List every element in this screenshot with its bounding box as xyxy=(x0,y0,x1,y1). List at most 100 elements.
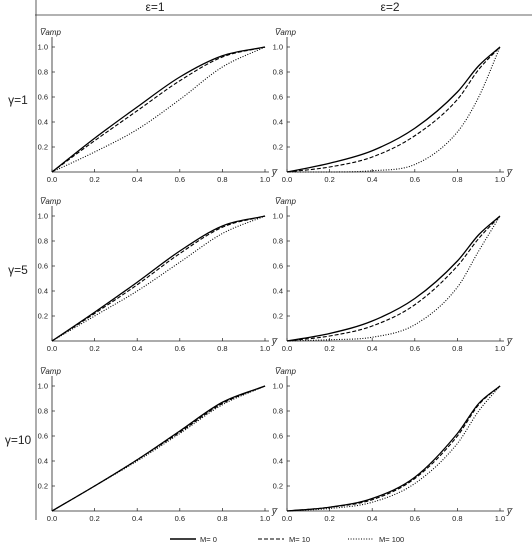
x-tick-label: 0.0 xyxy=(47,175,57,184)
row-header-gamma5: γ=5 xyxy=(8,263,28,277)
x-tick-label: 1.0 xyxy=(260,344,270,353)
x-tick-label: 0.4 xyxy=(132,344,142,353)
panel-0: 0.2 0.4 0.6 0.8 1.0 0.0 0.2 0.4 0.6 0.8 1.0 V̅amp y̅ xyxy=(38,28,278,184)
x-tick-label: 0.8 xyxy=(217,175,227,184)
x-tick-label: 0.6 xyxy=(410,344,420,353)
y-tick-label: 0.6 xyxy=(273,93,283,102)
series-line-m0 xyxy=(51,215,266,342)
y-axis-label: V̅amp xyxy=(275,197,296,206)
x-tick-label: 0.4 xyxy=(132,514,142,523)
x-tick-label: 1.0 xyxy=(495,344,505,353)
y-tick-label: 0.2 xyxy=(273,312,283,321)
series-line-m100 xyxy=(286,46,501,173)
x-axis-label: y̅ xyxy=(271,167,278,177)
legend-label-m100: M= 100 xyxy=(379,535,404,544)
panel-5: 0.2 0.4 0.6 0.8 1.0 0.0 0.2 0.4 0.6 0.8 1.0 V̅amp y̅ xyxy=(273,367,513,523)
row-header-gamma10: γ=10 xyxy=(5,433,32,447)
y-tick-label: 0.8 xyxy=(273,237,283,246)
series-line-m10 xyxy=(51,46,266,173)
x-tick-label: 0.6 xyxy=(410,514,420,523)
x-tick-label: 0.0 xyxy=(47,514,57,523)
x-tick-label: 0.8 xyxy=(452,344,462,353)
y-tick-label: 1.0 xyxy=(38,382,48,391)
x-axis-label: y̅ xyxy=(506,167,513,177)
y-tick-label: 0.4 xyxy=(273,287,283,296)
legend-label-m0: M= 0 xyxy=(200,535,217,544)
y-tick-label: 0.6 xyxy=(273,432,283,441)
y-tick-label: 0.4 xyxy=(38,457,48,466)
x-tick-label: 0.2 xyxy=(89,175,99,184)
series-line-m0 xyxy=(286,215,501,342)
col-header-eps2: ε=2 xyxy=(380,0,399,14)
x-tick-label: 0.2 xyxy=(89,514,99,523)
y-axis-label: V̅amp xyxy=(40,197,61,206)
series-line-m0 xyxy=(286,46,501,173)
y-tick-label: 0.6 xyxy=(38,262,48,271)
x-tick-label: 1.0 xyxy=(495,175,505,184)
y-tick-label: 0.6 xyxy=(38,93,48,102)
y-tick-label: 0.2 xyxy=(273,143,283,152)
y-tick-label: 0.2 xyxy=(38,482,48,491)
y-tick-label: 0.4 xyxy=(273,118,283,127)
series-line-m100 xyxy=(51,385,266,512)
y-axis-label: V̅amp xyxy=(40,367,61,376)
x-axis-label: y̅ xyxy=(271,336,278,346)
x-tick-label: 0.6 xyxy=(175,175,185,184)
x-tick-label: 0.6 xyxy=(175,514,185,523)
col-header-eps1: ε=1 xyxy=(145,0,164,14)
y-tick-label: 1.0 xyxy=(273,43,283,52)
series-line-m100 xyxy=(286,385,501,512)
x-tick-label: 1.0 xyxy=(495,514,505,523)
y-tick-label: 0.4 xyxy=(38,118,48,127)
y-tick-label: 0.8 xyxy=(38,237,48,246)
x-tick-label: 0.2 xyxy=(89,344,99,353)
x-axis-label: y̅ xyxy=(506,336,513,346)
y-axis-label: V̅amp xyxy=(275,28,296,37)
x-tick-label: 0.8 xyxy=(452,514,462,523)
y-tick-label: 1.0 xyxy=(38,43,48,52)
x-tick-label: 1.0 xyxy=(260,175,270,184)
y-tick-label: 0.8 xyxy=(38,407,48,416)
y-tick-label: 1.0 xyxy=(273,382,283,391)
x-tick-label: 0.4 xyxy=(367,344,377,353)
series-line-m100 xyxy=(51,215,266,342)
y-tick-label: 0.2 xyxy=(38,143,48,152)
x-tick-label: 0.4 xyxy=(367,514,377,523)
y-tick-label: 0.6 xyxy=(38,432,48,441)
x-tick-label: 0.6 xyxy=(410,175,420,184)
x-tick-label: 0.2 xyxy=(324,175,334,184)
series-line-m10 xyxy=(51,215,266,342)
series-line-m10 xyxy=(51,385,266,512)
x-tick-label: 0.4 xyxy=(367,175,377,184)
x-tick-label: 0.8 xyxy=(452,175,462,184)
series-line-m10 xyxy=(286,385,501,512)
x-tick-label: 0.8 xyxy=(217,344,227,353)
x-tick-label: 0.4 xyxy=(132,175,142,184)
x-tick-label: 0.6 xyxy=(175,344,185,353)
series-line-m100 xyxy=(51,46,266,173)
panel-3: 0.2 0.4 0.6 0.8 1.0 0.0 0.2 0.4 0.6 0.8 1.0 V̅amp y̅ xyxy=(273,197,513,353)
series-line-m100 xyxy=(286,215,501,342)
series-line-m10 xyxy=(286,46,501,173)
y-tick-label: 0.6 xyxy=(273,262,283,271)
y-tick-label: 0.8 xyxy=(273,68,283,77)
x-tick-label: 0.0 xyxy=(282,514,292,523)
legend-label-m10: M= 10 xyxy=(289,535,310,544)
y-tick-label: 0.2 xyxy=(38,312,48,321)
y-tick-label: 0.4 xyxy=(273,457,283,466)
panels: 0.2 0.4 0.6 0.8 1.0 0.0 0.2 0.4 0.6 0.8 1.0 V̅amp y̅… xyxy=(38,28,513,523)
y-tick-label: 1.0 xyxy=(273,212,283,221)
x-axis-label: y̅ xyxy=(506,506,513,516)
x-tick-label: 0.2 xyxy=(324,344,334,353)
y-tick-label: 0.2 xyxy=(273,482,283,491)
y-tick-label: 0.8 xyxy=(38,68,48,77)
x-tick-label: 0.2 xyxy=(324,514,334,523)
x-tick-label: 0.0 xyxy=(47,344,57,353)
y-axis-label: V̅amp xyxy=(40,28,61,37)
series-line-m10 xyxy=(286,215,501,342)
y-tick-label: 0.8 xyxy=(273,407,283,416)
x-tick-label: 0.8 xyxy=(217,514,227,523)
y-tick-label: 0.4 xyxy=(38,287,48,296)
